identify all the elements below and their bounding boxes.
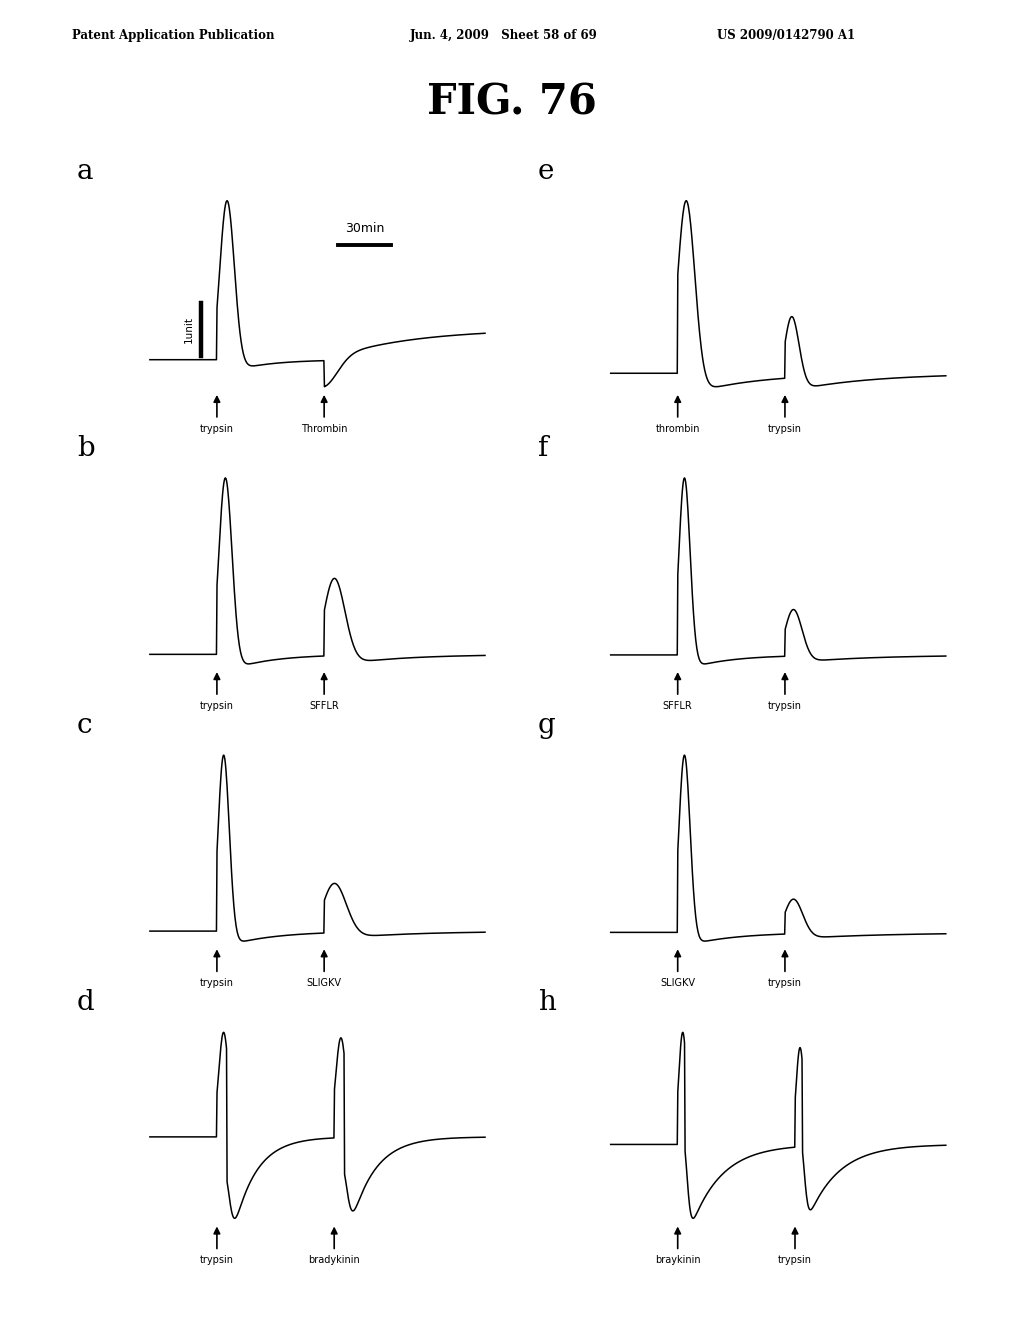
Text: thrombin: thrombin [655, 424, 700, 434]
Text: d: d [77, 990, 94, 1016]
Text: 1unit: 1unit [183, 317, 194, 343]
Text: h: h [538, 990, 555, 1016]
Text: US 2009/0142790 A1: US 2009/0142790 A1 [717, 29, 855, 42]
Text: trypsin: trypsin [778, 1255, 812, 1266]
Text: g: g [538, 713, 555, 739]
Text: trypsin: trypsin [768, 701, 802, 711]
Text: a: a [77, 158, 93, 185]
Text: braykinin: braykinin [655, 1255, 700, 1266]
Text: trypsin: trypsin [200, 424, 233, 434]
Text: trypsin: trypsin [768, 424, 802, 434]
Text: trypsin: trypsin [768, 978, 802, 989]
Text: c: c [77, 713, 92, 739]
Text: SFFLR: SFFLR [309, 701, 339, 711]
Text: Patent Application Publication: Patent Application Publication [72, 29, 274, 42]
Text: trypsin: trypsin [200, 1255, 233, 1266]
Text: 30min: 30min [345, 222, 384, 235]
Text: FIG. 76: FIG. 76 [427, 82, 597, 124]
Text: Jun. 4, 2009   Sheet 58 of 69: Jun. 4, 2009 Sheet 58 of 69 [410, 29, 597, 42]
Text: e: e [538, 158, 554, 185]
Text: trypsin: trypsin [200, 978, 233, 989]
Text: trypsin: trypsin [200, 701, 233, 711]
Text: SLIGKV: SLIGKV [660, 978, 695, 989]
Text: b: b [77, 436, 94, 462]
Text: Thrombin: Thrombin [301, 424, 347, 434]
Text: SLIGKV: SLIGKV [306, 978, 342, 989]
Text: bradykinin: bradykinin [308, 1255, 360, 1266]
Text: SFFLR: SFFLR [663, 701, 692, 711]
Text: f: f [538, 436, 548, 462]
